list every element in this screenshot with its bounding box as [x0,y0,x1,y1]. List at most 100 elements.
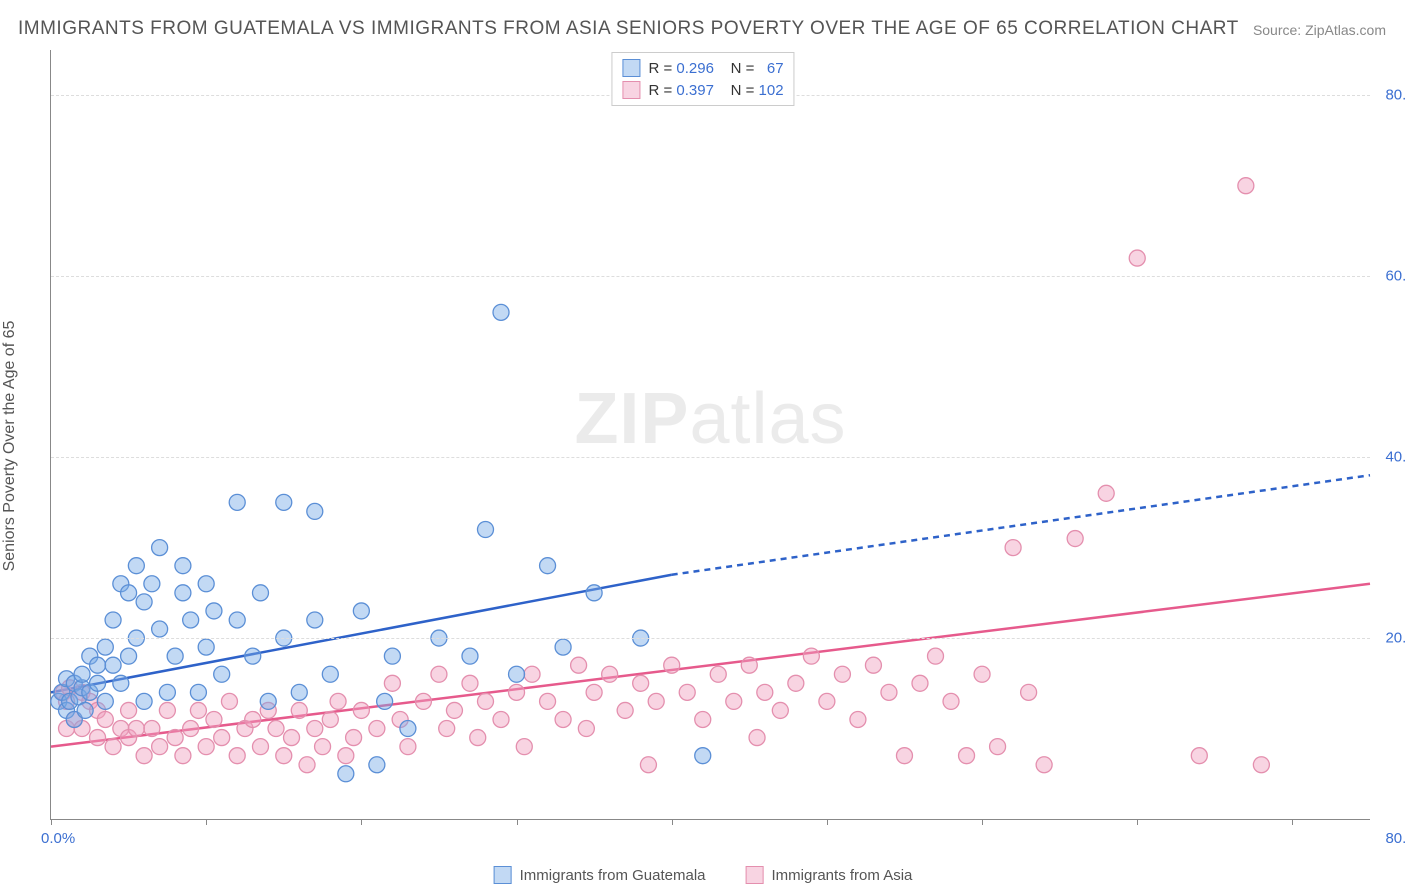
data-point-asia [221,693,237,709]
data-point-guatemala [121,585,137,601]
data-point-guatemala [462,648,478,664]
r-text: R = [648,60,672,77]
data-point-asia [788,675,804,691]
data-point-guatemala [384,648,400,664]
swatch-guatemala-icon [494,866,512,884]
data-point-guatemala [338,766,354,782]
data-point-guatemala [260,693,276,709]
data-point-asia [175,748,191,764]
data-point-asia [819,693,835,709]
legend-row-1: R = 0.296 N = 67 [622,57,783,79]
data-point-asia [470,730,486,746]
data-point-guatemala [555,639,571,655]
data-point-asia [695,711,711,727]
x-tick [982,819,983,825]
chart-title: IMMIGRANTS FROM GUATEMALA VS IMMIGRANTS … [18,18,1239,40]
chart-container: IMMIGRANTS FROM GUATEMALA VS IMMIGRANTS … [0,0,1406,892]
data-point-asia [803,648,819,664]
y-tick-label: 60.0% [1385,268,1406,285]
data-point-guatemala [198,576,214,592]
data-point-guatemala [477,521,493,537]
data-point-guatemala [136,594,152,610]
data-point-asia [633,675,649,691]
data-point-guatemala [90,657,106,673]
data-point-asia [834,666,850,682]
data-point-guatemala [121,648,137,664]
data-point-guatemala [128,558,144,574]
x-tick-max: 80.0% [1385,830,1406,847]
data-point-asia [1098,485,1114,501]
x-tick [827,819,828,825]
data-point-guatemala [377,693,393,709]
data-point-guatemala [159,684,175,700]
data-point-asia [276,748,292,764]
x-tick [517,819,518,825]
data-point-asia [959,748,975,764]
x-tick [51,819,52,825]
data-point-guatemala [353,603,369,619]
data-point-guatemala [252,585,268,601]
data-point-asia [524,666,540,682]
x-tick [1292,819,1293,825]
data-point-asia [772,702,788,718]
data-point-asia [446,702,462,718]
data-point-guatemala [190,684,206,700]
data-point-guatemala [97,693,113,709]
legend-item-guatemala: Immigrants from Guatemala [494,866,706,884]
data-point-asia [198,739,214,755]
data-point-asia [144,721,160,737]
data-point-guatemala [77,702,93,718]
data-point-asia [555,711,571,727]
data-point-guatemala [276,494,292,510]
data-point-asia [105,739,121,755]
y-tick-label: 20.0% [1385,630,1406,647]
data-point-asia [136,748,152,764]
data-point-asia [1005,540,1021,556]
legend-label-guatemala: Immigrants from Guatemala [520,867,706,884]
data-point-asia [516,739,532,755]
data-point-asia [152,739,168,755]
data-point-asia [159,702,175,718]
data-point-asia [881,684,897,700]
data-point-guatemala [74,666,90,682]
data-point-asia [865,657,881,673]
data-point-asia [400,739,416,755]
data-point-asia [315,739,331,755]
source-label: Source: ZipAtlas.com [1253,22,1386,38]
data-point-asia [943,693,959,709]
data-point-asia [509,684,525,700]
data-point-asia [586,684,602,700]
data-point-asia [322,711,338,727]
data-point-guatemala [105,612,121,628]
data-point-asia [1021,684,1037,700]
data-point-asia [346,730,362,746]
data-point-asia [353,702,369,718]
trend-line [51,575,672,693]
data-point-asia [741,657,757,673]
data-point-asia [1238,178,1254,194]
y-tick-label: 80.0% [1385,87,1406,104]
gridline [51,276,1370,277]
n-value-1: 67 [767,60,784,77]
data-point-asia [431,666,447,682]
data-point-guatemala [322,666,338,682]
y-tick-label: 40.0% [1385,449,1406,466]
data-point-guatemala [307,503,323,519]
data-point-guatemala [229,494,245,510]
data-point-guatemala [105,657,121,673]
data-point-asia [190,702,206,718]
legend-swatch-guatemala [622,59,640,77]
data-point-guatemala [586,585,602,601]
trend-line [672,475,1370,575]
data-point-asia [664,657,680,673]
legend-swatch-asia [622,81,640,99]
data-point-guatemala [152,540,168,556]
r-value-1: 0.296 [676,60,714,77]
data-point-asia [121,702,137,718]
data-point-asia [679,684,695,700]
data-point-guatemala [540,558,556,574]
legend-item-asia: Immigrants from Asia [746,866,913,884]
data-point-guatemala [493,304,509,320]
data-point-asia [602,666,618,682]
data-point-guatemala [695,748,711,764]
